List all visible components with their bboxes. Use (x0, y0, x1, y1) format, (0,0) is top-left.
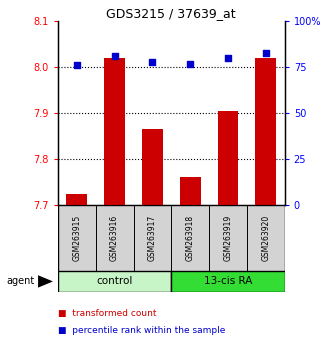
Text: GSM263918: GSM263918 (186, 215, 195, 261)
Title: GDS3215 / 37639_at: GDS3215 / 37639_at (107, 7, 236, 20)
Polygon shape (38, 275, 53, 287)
Text: 13-cis RA: 13-cis RA (204, 276, 252, 286)
Bar (217, 111, 238, 205)
Text: GSM263917: GSM263917 (148, 215, 157, 261)
Point (188, 62, 193, 67)
Text: GSM263919: GSM263919 (223, 215, 232, 261)
Text: control: control (96, 276, 133, 286)
Point (74, 63, 79, 68)
Text: GSM263915: GSM263915 (72, 215, 81, 261)
Point (112, 53, 117, 59)
Bar (58, 271, 171, 292)
Bar (142, 130, 163, 205)
Text: ■  transformed count: ■ transformed count (58, 309, 157, 318)
Text: GSM263920: GSM263920 (261, 215, 270, 261)
Text: ■  percentile rank within the sample: ■ percentile rank within the sample (58, 326, 225, 336)
Point (225, 55, 231, 61)
Point (263, 50, 268, 55)
Bar (256, 58, 276, 205)
Text: GSM263916: GSM263916 (110, 215, 119, 261)
Text: agent: agent (7, 276, 35, 286)
Bar (67, 194, 87, 205)
Point (150, 59, 155, 64)
Bar (104, 58, 125, 205)
Bar (180, 177, 201, 205)
Bar (171, 271, 285, 292)
